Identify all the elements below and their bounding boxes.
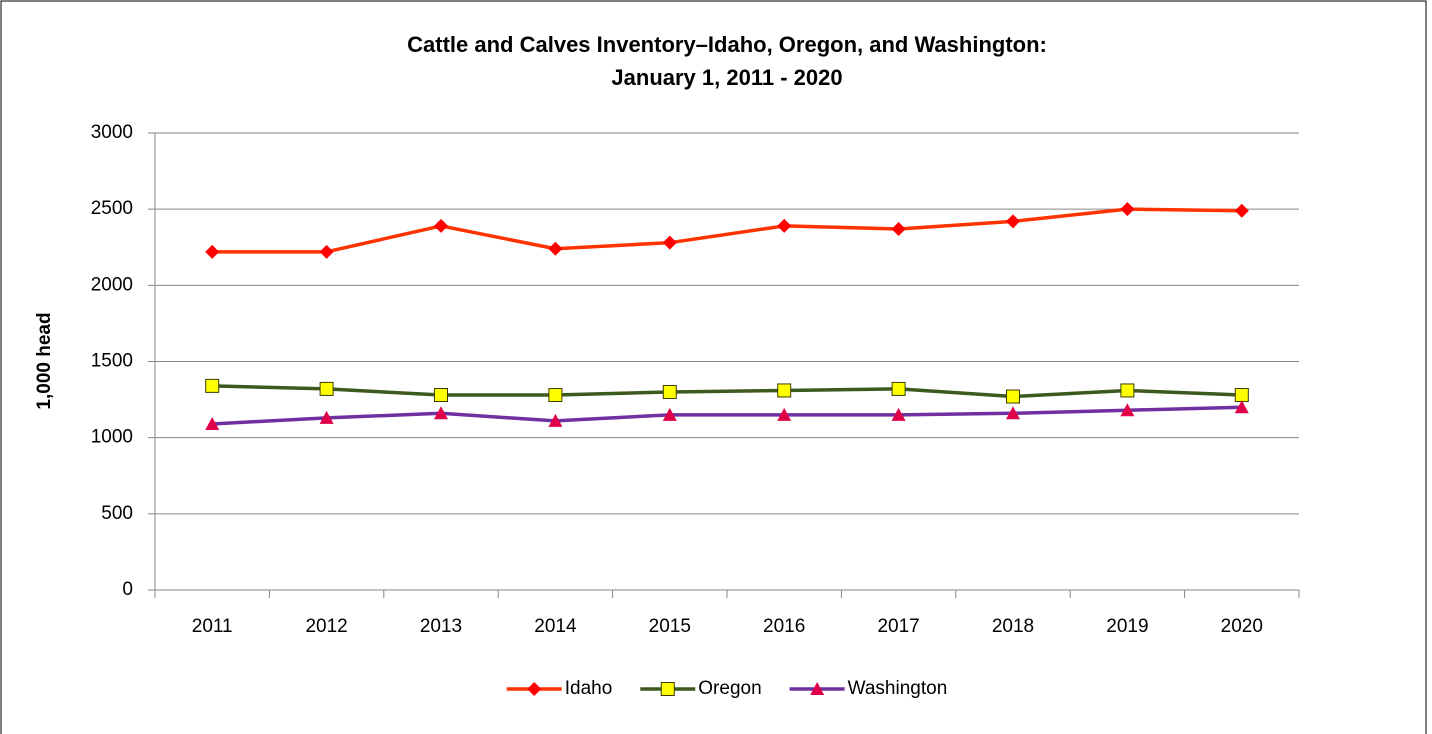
marker — [777, 218, 792, 233]
y-tick-label: 3000 — [91, 122, 133, 143]
marker — [662, 235, 677, 250]
marker — [1120, 403, 1135, 417]
marker — [1120, 383, 1135, 398]
x-tick-label: 2013 — [420, 616, 462, 637]
legend-label: Oregon — [698, 678, 761, 699]
marker — [319, 244, 334, 259]
marker — [205, 416, 220, 430]
marker — [891, 381, 906, 396]
marker — [548, 388, 563, 403]
marker — [777, 383, 792, 398]
marker — [891, 221, 906, 236]
y-tick-label: 2000 — [91, 274, 133, 295]
x-tick-label: 2017 — [877, 616, 919, 637]
y-axis-label: 1,000 head — [34, 312, 55, 409]
marker — [548, 413, 563, 427]
x-tick-label: 2019 — [1106, 616, 1148, 637]
y-tick-label: 2500 — [91, 198, 133, 219]
chart-title: Cattle and Calves Inventory–Idaho, Orego… — [407, 32, 1047, 57]
marker — [1006, 406, 1020, 420]
marker — [205, 378, 220, 393]
marker — [662, 407, 677, 421]
marker — [1234, 388, 1249, 403]
marker — [1120, 202, 1135, 217]
series-line — [212, 207, 1242, 254]
x-tick-label: 2020 — [1221, 616, 1263, 637]
marker — [434, 406, 448, 420]
x-tick-label: 2014 — [534, 616, 577, 637]
marker — [319, 381, 334, 396]
legend-marker — [810, 682, 825, 695]
x-tick-label: 2015 — [649, 616, 691, 637]
marker — [1234, 400, 1249, 414]
x-tick-label: 2011 — [192, 616, 233, 637]
legend-marker — [527, 682, 542, 696]
y-tick-label: 500 — [101, 503, 133, 524]
marker — [434, 218, 448, 233]
marker — [662, 384, 677, 399]
y-tick-label: 0 — [122, 579, 133, 600]
x-tick-label: 2018 — [992, 616, 1034, 637]
marker — [548, 241, 563, 256]
marker — [205, 244, 220, 259]
legend-label: Washington — [848, 678, 948, 699]
marker — [777, 407, 792, 421]
legend-marker — [660, 682, 675, 696]
marker — [891, 407, 906, 421]
series-line — [212, 384, 1242, 399]
legend-label: Idaho — [565, 678, 613, 699]
x-tick-label: 2016 — [763, 616, 805, 637]
marker — [1006, 214, 1020, 229]
marker — [434, 388, 448, 403]
marker — [319, 410, 334, 424]
series-line — [212, 405, 1242, 426]
x-tick-label: 2012 — [305, 616, 347, 637]
y-tick-label: 1000 — [91, 427, 133, 448]
marker — [1234, 203, 1249, 218]
chart-title: January 1, 2011 - 2020 — [611, 65, 842, 90]
y-tick-label: 1500 — [91, 351, 133, 372]
marker — [1006, 389, 1020, 404]
